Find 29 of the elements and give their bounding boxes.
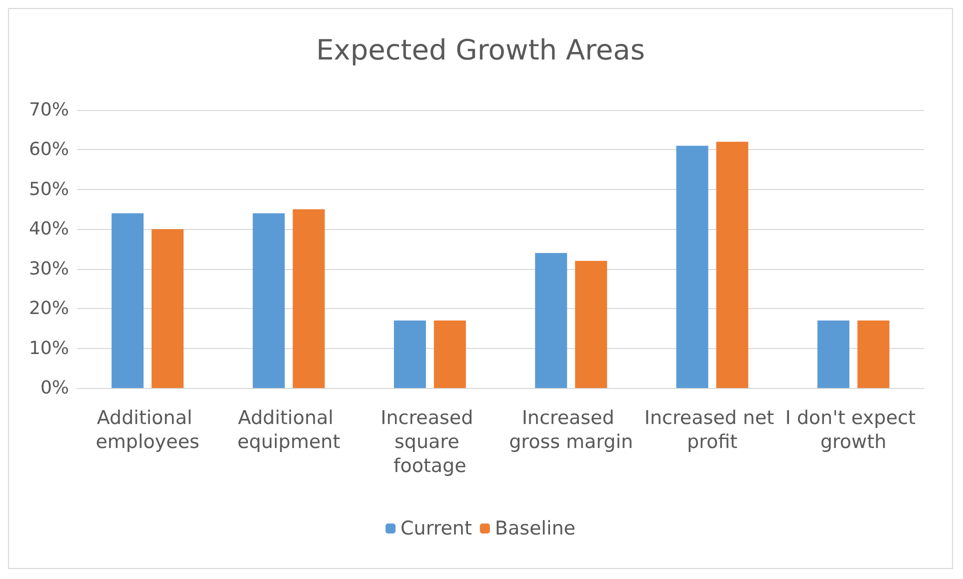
legend-label: Baseline bbox=[494, 518, 576, 540]
x-tick-label: I don't expect growth bbox=[785, 407, 922, 453]
bar bbox=[535, 252, 568, 388]
y-tick-label: 20% bbox=[28, 298, 69, 320]
x-tick-label: Increased gross margin bbox=[509, 407, 634, 453]
bar bbox=[112, 213, 144, 388]
bar bbox=[292, 209, 325, 388]
bar bbox=[857, 320, 890, 388]
bar bbox=[716, 142, 748, 388]
y-tick-label: 30% bbox=[28, 258, 69, 280]
y-tick-label: 40% bbox=[28, 218, 69, 240]
x-tick-label: Additional equipment bbox=[237, 407, 340, 453]
bar bbox=[817, 320, 850, 388]
y-tick-label: 10% bbox=[28, 338, 69, 359]
bar bbox=[252, 213, 285, 388]
legend-label: Current bbox=[400, 518, 472, 540]
y-tick-label: 70% bbox=[28, 100, 69, 120]
chart-title: Expected Growth Areas bbox=[316, 34, 645, 66]
bar bbox=[575, 260, 608, 388]
y-tick-label: 60% bbox=[28, 139, 69, 160]
bar bbox=[676, 146, 708, 388]
x-tick-label: Additional employees bbox=[96, 407, 200, 453]
bar bbox=[434, 320, 466, 388]
bar bbox=[152, 229, 184, 388]
y-tick-label: 0% bbox=[40, 378, 69, 398]
x-tick-label: Increased net profit bbox=[644, 407, 780, 453]
y-tick-label: 50% bbox=[28, 178, 69, 200]
bar bbox=[394, 320, 426, 388]
x-tick-label: Increased square footage bbox=[380, 407, 480, 477]
